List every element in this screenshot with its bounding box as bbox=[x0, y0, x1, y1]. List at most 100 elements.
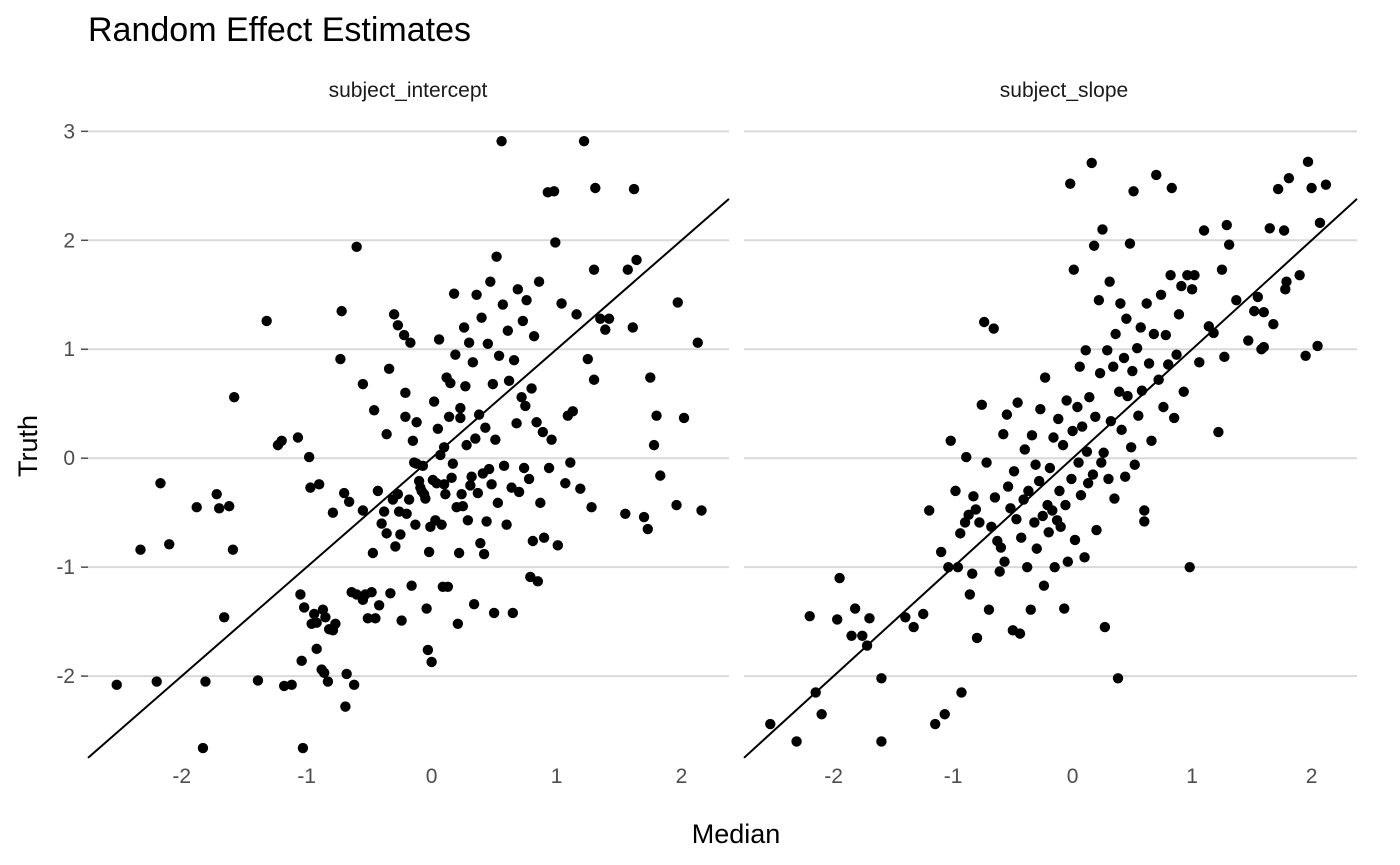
data-point bbox=[1280, 284, 1291, 295]
data-point bbox=[502, 325, 514, 336]
data-point bbox=[400, 387, 411, 399]
y-tick-label: 2 bbox=[63, 229, 75, 252]
data-point bbox=[1314, 217, 1326, 229]
y-tick-label: -2 bbox=[56, 665, 75, 688]
data-point bbox=[1121, 313, 1132, 324]
data-point bbox=[974, 517, 985, 528]
data-point bbox=[1281, 276, 1292, 287]
data-point bbox=[340, 701, 351, 712]
data-point bbox=[440, 488, 451, 500]
data-point bbox=[398, 329, 410, 341]
data-point bbox=[1272, 183, 1284, 195]
data-point bbox=[438, 479, 450, 490]
data-point bbox=[457, 500, 469, 512]
data-point bbox=[523, 473, 535, 485]
data-point bbox=[1001, 409, 1013, 420]
data-point bbox=[520, 400, 531, 412]
data-point bbox=[648, 439, 660, 451]
data-point bbox=[1076, 421, 1088, 432]
x-tick-label: 2 bbox=[676, 765, 688, 788]
data-point bbox=[1062, 556, 1074, 567]
data-point bbox=[976, 399, 987, 411]
data-point bbox=[939, 709, 950, 720]
data-point bbox=[876, 736, 887, 747]
reference-line bbox=[87, 198, 730, 759]
data-point bbox=[918, 608, 929, 620]
data-point bbox=[963, 509, 974, 521]
data-point bbox=[480, 422, 491, 433]
data-point bbox=[1165, 269, 1176, 281]
data-point bbox=[1223, 239, 1235, 250]
data-point bbox=[956, 687, 967, 698]
data-point bbox=[1021, 561, 1033, 573]
data-point bbox=[1011, 514, 1022, 525]
data-point bbox=[575, 483, 586, 494]
data-point bbox=[672, 297, 683, 308]
data-point bbox=[1219, 351, 1230, 363]
data-point bbox=[1213, 426, 1224, 438]
data-point bbox=[1018, 494, 1029, 505]
data-point bbox=[1019, 444, 1031, 455]
data-point bbox=[376, 518, 387, 529]
data-point bbox=[1075, 490, 1087, 501]
data-point bbox=[111, 679, 122, 691]
strip-label-subject-intercept: subject_intercept bbox=[329, 79, 488, 102]
data-point bbox=[1055, 521, 1066, 533]
data-point bbox=[200, 676, 211, 687]
data-point bbox=[488, 607, 500, 619]
data-point bbox=[846, 630, 857, 641]
y-tick-labels: -2 -1 0 1 2 3 bbox=[56, 120, 88, 688]
data-point bbox=[1143, 358, 1155, 369]
data-point bbox=[1061, 395, 1072, 406]
data-point bbox=[1302, 156, 1314, 168]
data-point bbox=[478, 548, 490, 560]
data-point bbox=[986, 521, 997, 533]
y-tick-label: 0 bbox=[63, 447, 75, 470]
data-point bbox=[590, 182, 601, 194]
data-point bbox=[628, 183, 640, 195]
data-point bbox=[1171, 349, 1182, 360]
data-point bbox=[816, 709, 827, 720]
data-point bbox=[335, 353, 346, 365]
data-point bbox=[213, 503, 225, 514]
data-point bbox=[406, 580, 417, 591]
data-point bbox=[295, 589, 306, 600]
data-point bbox=[552, 540, 564, 551]
data-point bbox=[1012, 397, 1023, 408]
data-point bbox=[447, 458, 459, 469]
data-point bbox=[1158, 401, 1169, 413]
x-tick-labels: -2 -1 0 1 2 bbox=[172, 765, 687, 788]
data-point bbox=[403, 494, 415, 505]
data-point bbox=[1038, 580, 1050, 591]
y-tick-label: 1 bbox=[63, 338, 75, 361]
data-point bbox=[381, 528, 392, 539]
data-point bbox=[1133, 410, 1144, 421]
data-point bbox=[1112, 673, 1124, 684]
data-point bbox=[1047, 505, 1058, 516]
data-point bbox=[276, 435, 287, 446]
data-point bbox=[1079, 552, 1090, 563]
data-point bbox=[765, 718, 776, 730]
data-point bbox=[521, 295, 532, 306]
data-point bbox=[1087, 469, 1099, 480]
data-point bbox=[467, 357, 479, 368]
data-point bbox=[1109, 493, 1120, 504]
data-point bbox=[322, 676, 334, 687]
data-point bbox=[448, 288, 460, 299]
data-point bbox=[1005, 503, 1016, 514]
data-point bbox=[1060, 499, 1071, 511]
data-point bbox=[446, 472, 457, 484]
data-point bbox=[1091, 524, 1102, 536]
data-point bbox=[1116, 424, 1127, 436]
data-point bbox=[400, 411, 411, 422]
data-point bbox=[999, 556, 1010, 567]
x-tick-label: -1 bbox=[944, 765, 963, 788]
data-point bbox=[1115, 298, 1126, 309]
data-point bbox=[498, 460, 510, 472]
data-point bbox=[834, 572, 845, 584]
data-point bbox=[1306, 182, 1317, 194]
data-point bbox=[422, 644, 434, 656]
data-point bbox=[527, 535, 539, 547]
x-tick-label: -2 bbox=[824, 765, 843, 788]
data-point bbox=[370, 613, 381, 624]
